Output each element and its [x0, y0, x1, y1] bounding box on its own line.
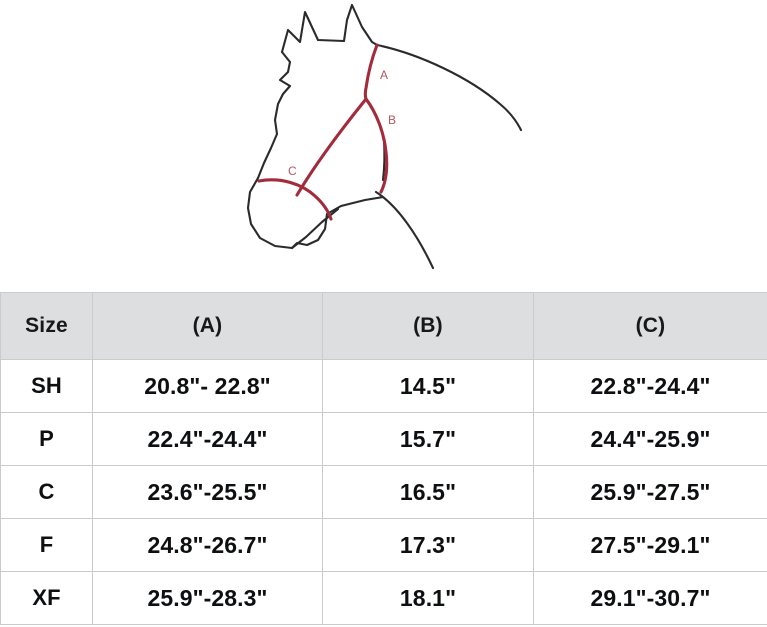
size-chart-container: Size (A) (B) (C) SH 20.8"- 22.8" 14.5" 2… — [0, 292, 767, 625]
cell-measure-b: 16.5" — [322, 465, 534, 519]
cell-measure-c: 29.1"-30.7" — [533, 571, 767, 625]
table-row: XF 25.9"-28.3" 18.1" 29.1"-30.7" — [0, 571, 767, 625]
horse-head-diagram: A B C — [246, 3, 523, 270]
horse-left-ear-outline — [280, 10, 346, 54]
table-row: F 24.8"-26.7" 17.3" 27.5"-29.1" — [0, 518, 767, 572]
size-chart-table: Size (A) (B) (C) SH 20.8"- 22.8" 14.5" 2… — [0, 292, 767, 625]
horse-face-profile-outline — [256, 50, 292, 180]
cell-size: P — [0, 412, 93, 466]
column-header-b: (B) — [322, 292, 534, 360]
table-header-row: Size (A) (B) (C) — [0, 292, 767, 360]
cell-measure-b: 15.7" — [322, 412, 534, 466]
horse-right-ear-outline — [342, 3, 379, 47]
cell-measure-a: 20.8"- 22.8" — [92, 359, 323, 413]
table-row: P 22.4"-24.4" 15.7" 24.4"-25.9" — [0, 412, 767, 466]
cell-measure-a: 25.9"-28.3" — [92, 571, 323, 625]
halter-strap-cheekpiece — [295, 97, 368, 197]
cell-measure-a: 22.4"-24.4" — [92, 412, 323, 466]
column-header-a: (A) — [92, 292, 323, 360]
diagram-panel: A B C — [0, 0, 767, 292]
cell-size: SH — [0, 359, 93, 413]
halter-strap-c-noseband — [257, 178, 333, 221]
diagram-label-a: A — [380, 68, 388, 82]
horse-muzzle-outline — [246, 176, 329, 250]
diagram-label-c: C — [288, 164, 297, 178]
halter-strap-b-throatlatch — [364, 97, 389, 194]
column-header-size: Size — [0, 292, 93, 360]
table-body: SH 20.8"- 22.8" 14.5" 22.8"-24.4" P 22.4… — [0, 359, 767, 625]
cell-measure-a: 24.8"-26.7" — [92, 518, 323, 572]
cell-measure-c: 27.5"-29.1" — [533, 518, 767, 572]
table-row: SH 20.8"- 22.8" 14.5" 22.8"-24.4" — [0, 359, 767, 413]
cell-measure-b: 14.5" — [322, 359, 534, 413]
halter-strap-a-crownpiece — [363, 43, 379, 101]
column-header-c: (C) — [533, 292, 767, 360]
cell-measure-b: 17.3" — [322, 518, 534, 572]
cell-size: C — [0, 465, 93, 519]
cell-measure-b: 18.1" — [322, 571, 534, 625]
horse-neck-underline-outline — [374, 190, 435, 270]
cell-size: XF — [0, 571, 93, 625]
cell-measure-c: 22.8"-24.4" — [533, 359, 767, 413]
cell-measure-c: 25.9"-27.5" — [533, 465, 767, 519]
cell-measure-a: 23.6"-25.5" — [92, 465, 323, 519]
horse-cheek-outline — [325, 195, 385, 216]
table-row: C 23.6"-25.5" 16.5" 25.9"-27.5" — [0, 465, 767, 519]
diagram-label-b: B — [388, 113, 396, 127]
horse-crest-mane-outline — [375, 43, 523, 132]
cell-size: F — [0, 518, 93, 572]
cell-measure-c: 24.4"-25.9" — [533, 412, 767, 466]
table-header: Size (A) (B) (C) — [0, 292, 767, 360]
